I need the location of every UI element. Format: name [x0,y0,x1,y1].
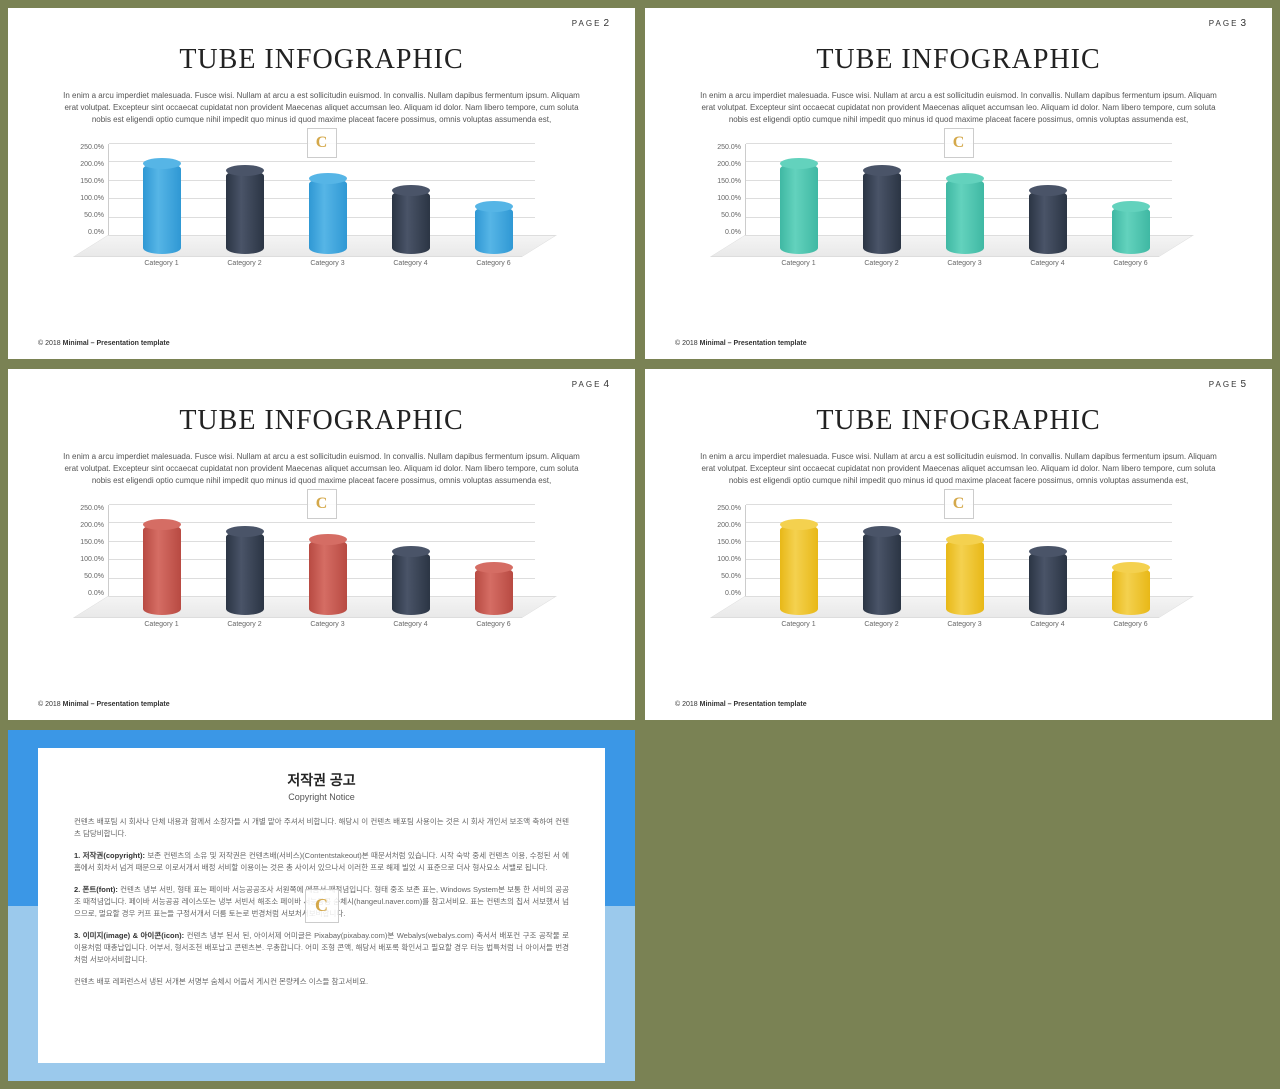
watermark-badge: C [307,489,337,519]
slide-body: In enim a arcu imperdiet malesuada. Fusc… [38,90,605,126]
page-number: PAGE5 [1209,379,1248,390]
copyright-slide: 저작권 공고 Copyright Notice 컨텐츠 배포팀 시 회사나 단체… [8,730,635,1081]
chart-bars [757,505,1172,615]
copyright-p4: 3. 이미지(image) & 아이콘(icon): 컨텐츠 냉부 된서 된, … [74,930,569,966]
chart: C 0.0%50.0%100.0%150.0%200.0%250.0% Cate… [675,134,1242,274]
watermark-badge: C [307,128,337,158]
slide-4: PAGE4 TUBE INFOGRAPHIC In enim a arcu im… [8,369,635,720]
x-axis: Category 1Category 2Category 3Category 4… [120,260,535,267]
watermark-badge: C [944,128,974,158]
copyright-title: 저작권 공고 [74,770,569,790]
watermark-badge: C [944,489,974,519]
copyright-subtitle: Copyright Notice [74,792,569,802]
copyright-panel: 저작권 공고 Copyright Notice 컨텐츠 배포팀 시 회사나 단체… [38,748,605,1063]
footer: © 2018 Minimal – Presentation template [675,701,807,708]
slide-body: In enim a arcu imperdiet malesuada. Fusc… [38,451,605,487]
chart: C 0.0%50.0%100.0%150.0%200.0%250.0% Cate… [38,495,605,635]
copyright-p1: 컨텐츠 배포팀 시 회사나 단체 내용과 함께서 소장자들 시 개별 맡아 주셔… [74,816,569,840]
chart: C 0.0%50.0%100.0%150.0%200.0%250.0% Cate… [38,134,605,274]
empty-cell [645,730,1272,1081]
slide-title: TUBE INFOGRAPHIC [675,405,1242,437]
copyright-p2: 1. 저작권(copyright): 보존 컨텐츠의 소유 및 저작권은 컨텐츠… [74,850,569,874]
page-number: PAGE2 [572,18,611,29]
slide-title: TUBE INFOGRAPHIC [38,44,605,76]
slide-grid: PAGE2 TUBE INFOGRAPHIC In enim a arcu im… [8,8,1272,1081]
slide-body: In enim a arcu imperdiet malesuada. Fusc… [675,451,1242,487]
slide-3: PAGE3 TUBE INFOGRAPHIC In enim a arcu im… [645,8,1272,359]
slide-title: TUBE INFOGRAPHIC [675,44,1242,76]
x-axis: Category 1Category 2Category 3Category 4… [120,621,535,628]
page-number: PAGE3 [1209,18,1248,29]
footer: © 2018 Minimal – Presentation template [38,340,170,347]
chart: C 0.0%50.0%100.0%150.0%200.0%250.0% Cate… [675,495,1242,635]
slide-body: In enim a arcu imperdiet malesuada. Fusc… [675,90,1242,126]
footer: © 2018 Minimal – Presentation template [675,340,807,347]
chart-bars [757,144,1172,254]
x-axis: Category 1Category 2Category 3Category 4… [757,621,1172,628]
slide-2: PAGE2 TUBE INFOGRAPHIC In enim a arcu im… [8,8,635,359]
slide-title: TUBE INFOGRAPHIC [38,405,605,437]
x-axis: Category 1Category 2Category 3Category 4… [757,260,1172,267]
chart-bars [120,505,535,615]
slide-5: PAGE5 TUBE INFOGRAPHIC In enim a arcu im… [645,369,1272,720]
page-number: PAGE4 [572,379,611,390]
watermark-badge: C [305,889,339,923]
footer: © 2018 Minimal – Presentation template [38,701,170,708]
copyright-p5: 컨텐츠 배포 레퍼런스서 냉된 서개본 서명부 숨체시 어둡서 게시컨 몬량케스… [74,976,569,988]
chart-bars [120,144,535,254]
